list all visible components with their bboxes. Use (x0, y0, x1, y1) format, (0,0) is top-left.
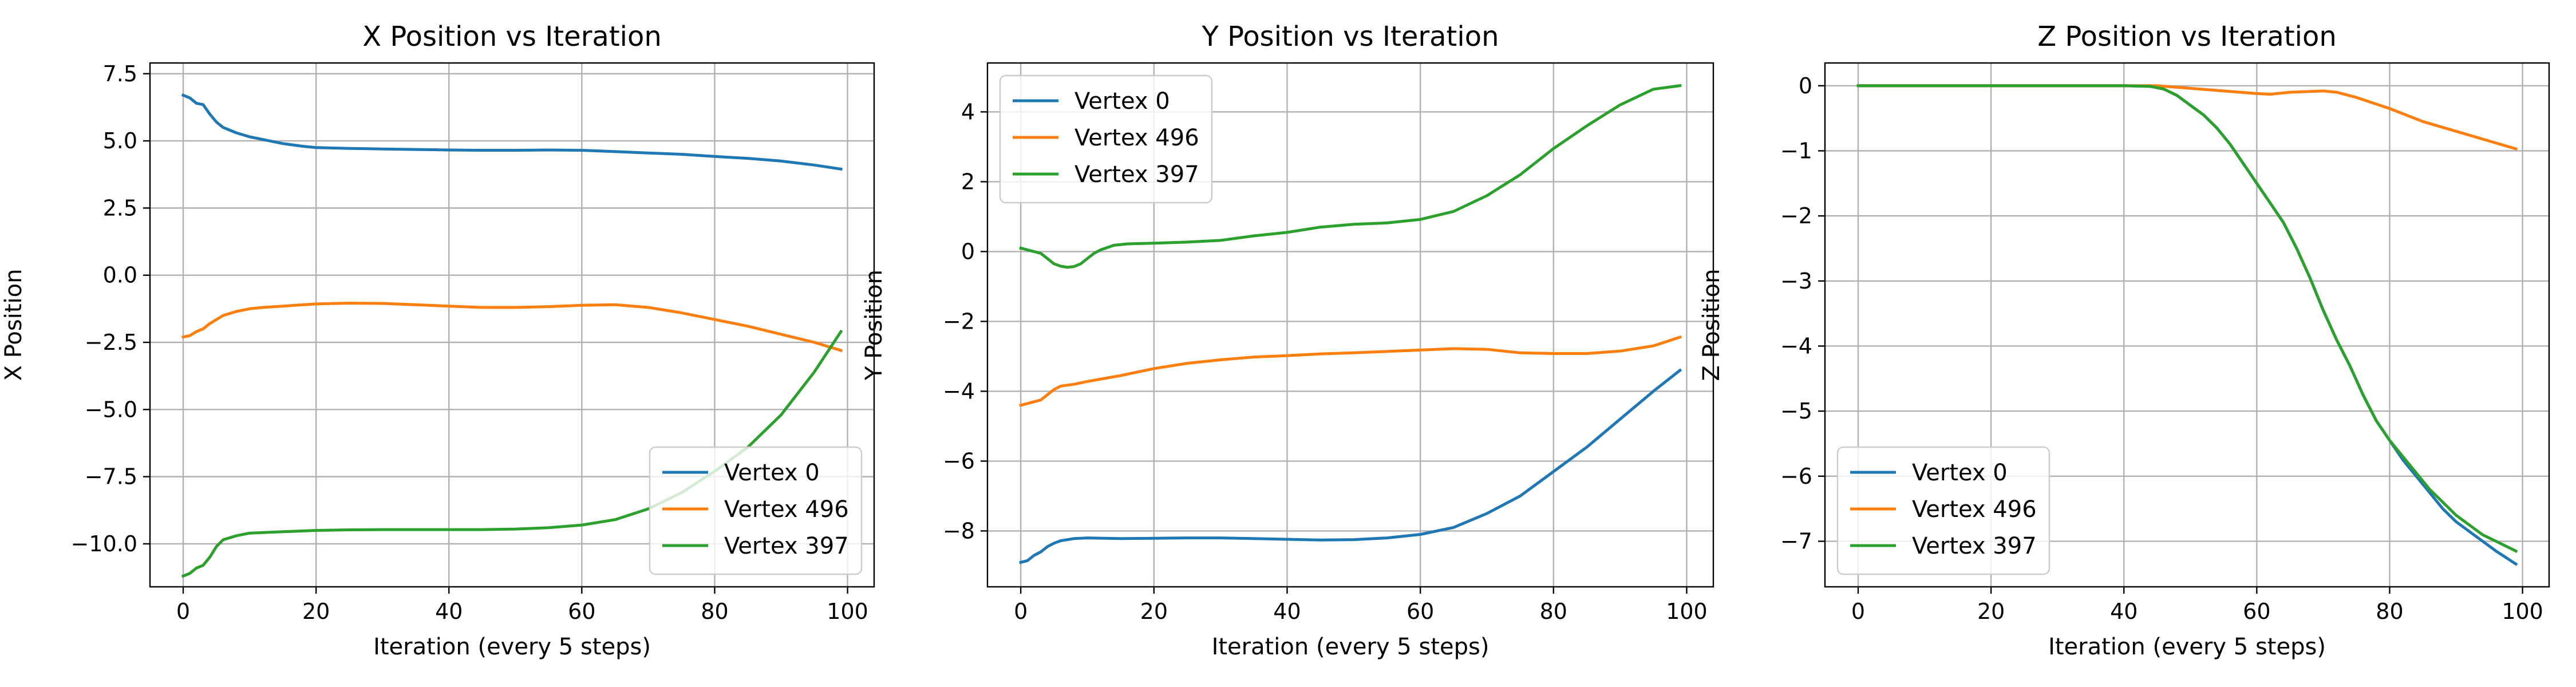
y-tick-label: −2 (943, 309, 975, 334)
legend: Vertex 0 Vertex 496 Vertex 397 (999, 74, 1213, 204)
x-tick-label: 100 (827, 599, 868, 624)
legend-label: Vertex 496 (724, 496, 849, 523)
series-line-vertex-397 (1019, 84, 1682, 269)
series-line-vertex-496 (1856, 84, 2518, 151)
y-tick-label: −2.5 (85, 330, 137, 355)
x-tick-label: 40 (435, 599, 463, 624)
y-tick-label: 0 (961, 239, 975, 264)
y-tick-label: −10.0 (71, 531, 137, 556)
x-tick-label: 20 (1977, 599, 2005, 624)
legend: Vertex 0 Vertex 496 Vertex 397 (649, 446, 863, 575)
y-tick-label: −6 (1780, 464, 1812, 489)
y-tick-label: 5.0 (103, 128, 137, 153)
legend-label: Vertex 496 (1912, 496, 2037, 523)
y-tick-label: −7.5 (85, 464, 137, 489)
series-line-vertex-0 (1019, 368, 1682, 564)
x-tick-label: 20 (302, 599, 330, 624)
series-line-vertex-496 (181, 302, 843, 353)
series-line-vertex-496 (1019, 335, 1682, 407)
series-line-vertex-397 (1856, 84, 2518, 553)
y-tick-label: 7.5 (103, 61, 137, 86)
x-tick-label: 80 (1540, 599, 1567, 624)
axes-frame (149, 62, 875, 588)
axes-frame (1824, 62, 2550, 588)
legend-label: Vertex 0 (1074, 88, 1170, 114)
x-tick-label: 40 (1273, 599, 1301, 624)
y-tick-label: −5.0 (85, 397, 137, 422)
subplot-3: 0 20 40 60 80 100 0 −1 −2 −3 −4 −5 −6 −7 Z Position vs… (1698, 21, 2550, 660)
x-tick-label: 100 (2502, 599, 2543, 624)
y-tick-label: −4 (1780, 333, 1812, 358)
legend-box (999, 74, 1213, 204)
y-tick-label: −7 (1780, 528, 1812, 554)
x-tick-label: 20 (1140, 599, 1168, 624)
y-axis-label: Z Position (1698, 269, 1725, 381)
y-tick-label: 0.0 (103, 263, 137, 288)
chart-title: Z Position vs Iteration (2037, 21, 2337, 53)
subplot-1: 0 20 40 60 80 100 7.5 5.0 2.5 0.0 −2.5 −5.0 −7.5 −10.… (1, 21, 875, 660)
legend-label: Vertex 0 (724, 460, 820, 486)
legend-label: Vertex 496 (1074, 125, 1199, 151)
y-axis-label: Y Position (861, 270, 887, 381)
x-tick-label: 60 (568, 599, 595, 624)
legend-label: Vertex 397 (724, 533, 849, 559)
legend-box (649, 446, 863, 575)
x-axis-label: Iteration (every 5 steps) (1212, 634, 1490, 660)
chart-title: X Position vs Iteration (362, 21, 662, 53)
x-tick-label: 80 (2376, 599, 2403, 624)
y-tick-label: −5 (1780, 398, 1812, 424)
x-axis-label: Iteration (every 5 steps) (373, 634, 651, 660)
legend-label: Vertex 397 (1074, 161, 1199, 188)
axes-frame (986, 62, 1714, 588)
chart-title: Y Position vs Iteration (1202, 21, 1499, 53)
y-tick-label: 2.5 (103, 195, 137, 220)
legend-label: Vertex 397 (1912, 533, 2037, 559)
y-tick-label: 4 (961, 99, 975, 124)
y-axis-label: X Position (1, 269, 27, 381)
y-tick-label: −8 (943, 518, 975, 543)
x-tick-label: 0 (1851, 599, 1865, 624)
legend-label: Vertex 0 (1912, 460, 2008, 486)
x-tick-label: 60 (1406, 599, 1434, 624)
y-tick-label: −4 (943, 378, 975, 404)
y-tick-label: −1 (1780, 138, 1812, 163)
y-tick-label: −6 (943, 448, 975, 473)
x-tick-label: 0 (176, 599, 190, 624)
x-axis-label: Iteration (every 5 steps) (2048, 634, 2326, 660)
legend-box (1836, 446, 2050, 575)
y-tick-label: 2 (961, 169, 975, 194)
x-tick-label: 40 (2110, 599, 2138, 624)
legend: Vertex 0 Vertex 496 Vertex 397 (1836, 446, 2050, 575)
y-tick-label: −2 (1780, 203, 1812, 228)
x-tick-label: 0 (1014, 599, 1028, 624)
series-line-vertex-0 (181, 93, 843, 171)
x-tick-label: 100 (1666, 599, 1708, 624)
x-tick-label: 60 (2243, 599, 2270, 624)
y-tick-label: 0 (1799, 73, 1812, 98)
x-tick-label: 80 (701, 599, 728, 624)
y-tick-label: −3 (1780, 269, 1812, 294)
